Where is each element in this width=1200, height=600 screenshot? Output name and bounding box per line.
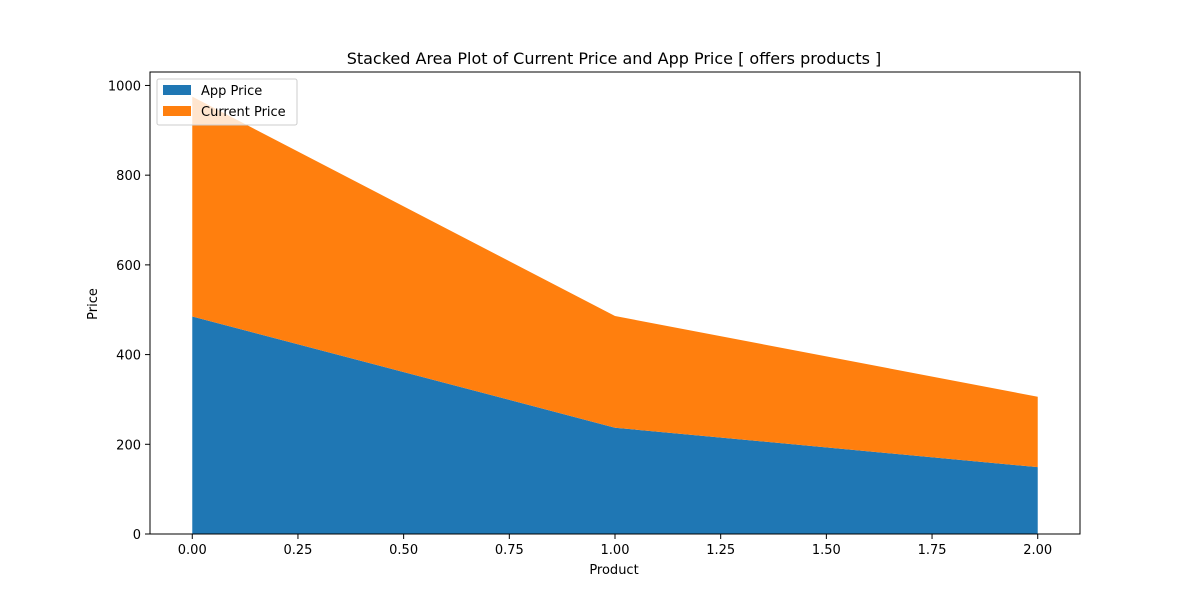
x-tick-label: 0.75 (495, 543, 524, 558)
x-tick-label: 1.50 (812, 543, 841, 558)
y-tick-label: 200 (116, 438, 141, 453)
x-axis: 0.00 0.25 0.50 0.75 1.00 1.25 1.50 1.75 2.00 (178, 534, 1052, 558)
area-app-price (192, 316, 1038, 534)
y-tick-label: 800 (116, 169, 141, 184)
legend: App Price Current Price (156, 78, 298, 126)
x-tick-label: 2.00 (1023, 543, 1052, 558)
x-tick-label: 0.00 (178, 543, 207, 558)
y-tick-label: 1000 (108, 79, 141, 94)
x-tick-label: 1.25 (706, 543, 735, 558)
x-tick-label: 0.25 (283, 543, 312, 558)
x-tick-label: 1.75 (918, 543, 947, 558)
x-tick-label: 0.50 (389, 543, 418, 558)
y-axis-title: Price (86, 288, 101, 320)
x-axis-title: Product (589, 563, 638, 578)
x-tick-label: 1.00 (601, 543, 630, 558)
y-tick-label: 0 (133, 528, 141, 543)
legend-swatch-current-price (163, 106, 191, 116)
legend-label-current-price: Current Price (201, 105, 286, 120)
legend-box (156, 78, 298, 126)
area-current-price (192, 96, 1038, 468)
y-tick-label: 400 (116, 349, 141, 364)
legend-swatch-app-price (163, 85, 191, 95)
legend-label-app-price: App Price (201, 84, 262, 99)
y-tick-label: 600 (116, 259, 141, 274)
y-axis: 0 200 400 600 800 1000 (108, 79, 150, 543)
chart-title: Stacked Area Plot of Current Price and A… (347, 49, 882, 68)
areas-layer (192, 96, 1038, 534)
